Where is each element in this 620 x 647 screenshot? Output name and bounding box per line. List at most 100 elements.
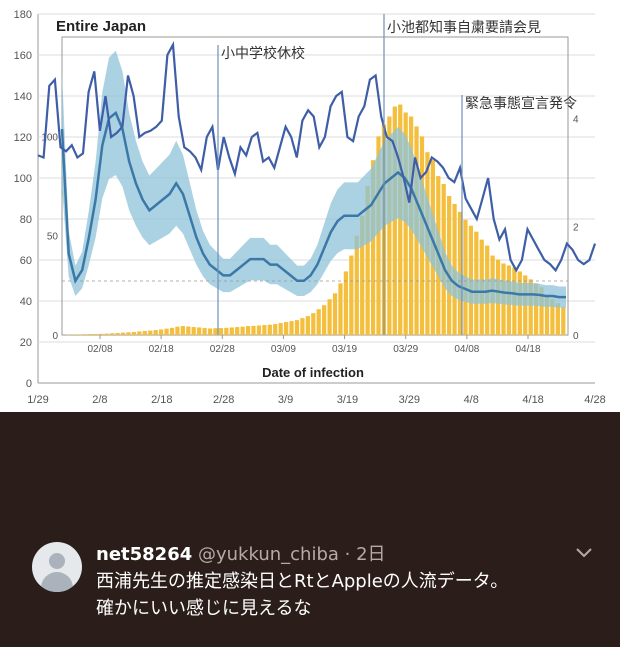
tweet-text-line-1: 西浦先生の推定感染日とRtとAppleの人流データ。 (96, 571, 509, 592)
infection-bar (343, 271, 349, 335)
infection-bar (235, 327, 240, 335)
outer-y-tick-label: 120 (14, 132, 32, 144)
infection-bar (289, 321, 294, 335)
infection-bar (88, 334, 93, 335)
inner-x-tick-label: 04/08 (454, 344, 479, 355)
infection-bar (180, 326, 185, 335)
inner-x-tick-label: 02/18 (149, 344, 174, 355)
outer-y-tick-label: 180 (14, 9, 32, 21)
right-y-tick-label: 4 (573, 114, 579, 125)
x-axis-label: Date of infection (262, 365, 364, 380)
annotation-koike-press: 小池都知事自粛要請会見 (387, 19, 541, 36)
annotation-school-closure: 小中学校休校 (221, 45, 305, 62)
infection-bar (142, 331, 147, 335)
infection-bar (332, 293, 338, 335)
outer-x-tick-label: 3/29 (399, 394, 420, 406)
infection-bar (115, 333, 120, 335)
default-profile-icon[interactable] (32, 542, 82, 592)
infection-bar (387, 116, 392, 335)
mobility-series-line (37, 41, 597, 273)
infection-bar (202, 328, 207, 335)
outer-x-tick-label: 4/28 (584, 394, 605, 406)
infection-bar (164, 328, 169, 335)
infection-bar (338, 283, 343, 335)
inner-x-tick-label: 02/28 (210, 344, 235, 355)
infection-bar (561, 307, 566, 335)
infection-bar (169, 327, 175, 335)
infection-bar (365, 186, 370, 335)
outer-y-tick-label: 80 (20, 214, 32, 226)
infection-bar (93, 334, 99, 335)
outer-x-tick-label: 2/8 (92, 394, 107, 406)
infection-bar (322, 305, 327, 335)
annotation-emergency: 緊急事態宣言発令 (465, 96, 577, 112)
outer-x-tick-label: 2/18 (151, 394, 172, 406)
inner-x-tick-label: 03/29 (393, 344, 418, 355)
infection-bar (316, 309, 321, 335)
right-y-tick-label: 0 (573, 331, 579, 342)
chart-card: 0 20 40 60 80 100 120 140 160 180 1/29 2/8 2/18 2/28… (0, 0, 620, 412)
outer-y-tick-label: 140 (14, 91, 32, 103)
tweet-text-line-2: 確かにいい感じに見えるな (96, 598, 312, 619)
tweet-timestamp[interactable]: · 2日 (344, 544, 386, 565)
infection-bar (262, 325, 267, 335)
infection-bar (153, 330, 158, 335)
infection-bar (403, 112, 408, 335)
tweet[interactable] (0, 412, 620, 647)
infection-bar (158, 329, 164, 335)
infection-bar (278, 323, 283, 335)
display-name[interactable]: net58264 (96, 544, 193, 565)
infection-bar (77, 334, 82, 335)
infection-bar (120, 332, 126, 335)
inner-x-tick-label: 04/18 (515, 344, 540, 355)
infection-bar (354, 235, 359, 335)
infection-bar (240, 326, 245, 335)
user-handle[interactable]: @yukkun_chiba (197, 544, 339, 565)
tweet-text: 西浦先生の推定感染日とRtとAppleの人流データ。 確かにいい感じに見えるな (96, 568, 596, 622)
infection-bar (213, 328, 218, 335)
rt-series-line (60, 110, 566, 299)
infection-bar (245, 326, 251, 335)
infection-bar (300, 318, 305, 335)
infection-bar (327, 299, 332, 335)
infection-bar (99, 333, 104, 335)
infection-bar (398, 104, 403, 336)
infection-bar (273, 324, 278, 335)
infection-bar (82, 334, 88, 335)
infection-bar (349, 255, 354, 335)
infection-bar (283, 322, 289, 335)
infection-bar (137, 331, 142, 335)
infection-bar (539, 287, 544, 335)
inner-y-tick-label: 0 (52, 331, 58, 342)
infection-bar (294, 320, 300, 335)
infection-bar (392, 106, 397, 336)
infection-bar (207, 328, 213, 335)
chevron-down-icon[interactable] (572, 540, 596, 564)
infection-bar (72, 334, 77, 335)
outer-x-tick-label: 2/28 (213, 394, 234, 406)
infection-bar (186, 326, 191, 335)
infection-bar (110, 333, 115, 335)
outer-y-tick-label: 40 (20, 296, 32, 308)
infection-bar (126, 332, 131, 335)
infection-bar (175, 326, 180, 335)
tweet-header: net58264 @yukkun_chiba · 2日 (96, 540, 386, 566)
outer-y-tick-label: 160 (14, 50, 32, 62)
infection-bar (197, 327, 202, 335)
infection-bar (131, 332, 137, 335)
infection-bar (251, 325, 256, 335)
infection-bar (305, 316, 310, 335)
infection-bar (533, 283, 539, 335)
outer-x-tick-label: 4/8 (464, 394, 479, 406)
outer-x-tick-label: 3/9 (278, 394, 293, 406)
inner-x-tick-label: 03/19 (332, 344, 357, 355)
outer-y-tick-label: 20 (20, 337, 32, 349)
inner-x-tick-label: 03/09 (271, 344, 296, 355)
outer-x-tick-label: 4/18 (522, 394, 543, 406)
outer-x-tick-label: 1/29 (27, 394, 48, 406)
infection-bar (229, 327, 234, 335)
infection-bar (360, 215, 365, 335)
right-y-tick-label: 2 (573, 223, 579, 234)
rt-confidence-band (62, 50, 566, 308)
